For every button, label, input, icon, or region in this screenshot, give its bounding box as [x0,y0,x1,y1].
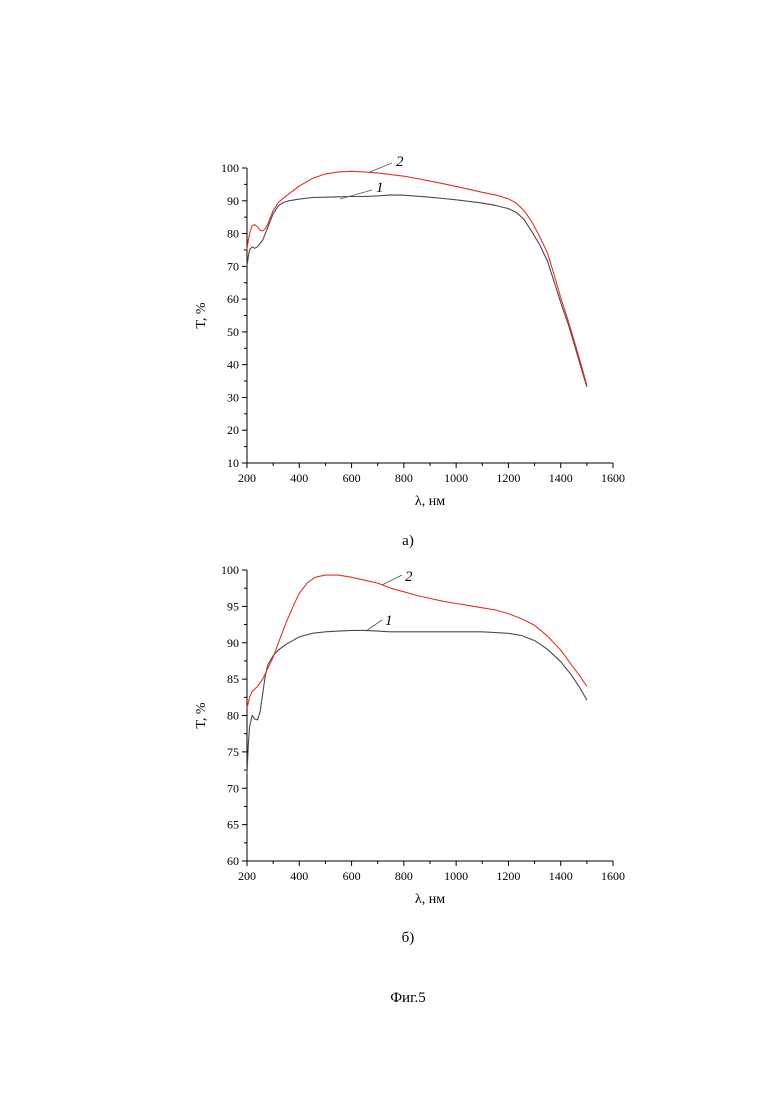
y-tick-label: 10 [227,456,239,470]
chart-b: 200 400 600 800 1000 1200 1400 1600 60 65 70 75 80 85… [194,563,625,907]
x-axis-title: λ, нм [415,494,445,509]
series-leader-1 [366,620,382,631]
x-tick-label: 1400 [549,471,573,485]
series-leader-1 [340,190,372,199]
x-tick-label: 800 [395,869,413,883]
x-tick-label: 1000 [444,869,468,883]
y-tick-label: 95 [227,599,239,613]
y-axis-title: T, % [194,302,209,329]
panel-caption-a: а) [402,533,414,549]
y-tick-label: 75 [227,745,239,759]
y-tick-label: 80 [227,709,239,723]
x-tick-label: 1200 [496,869,520,883]
y-axis-title: T, % [194,702,209,729]
y-tick-label: 100 [221,161,239,175]
x-tick-label: 400 [290,869,308,883]
x-tick-label: 600 [343,471,361,485]
x-tick-label: 1200 [496,471,520,485]
series-leader-2 [382,575,402,585]
panel-caption-b: б) [402,930,415,946]
series-label-2: 2 [405,569,413,585]
chart-a: 200 400 600 800 1000 1200 1400 1600 10 20 30 40 50 60… [194,154,625,509]
y-tick-label: 60 [227,854,239,868]
series-line-1 [247,630,587,773]
y-tick-label: 20 [227,423,239,437]
x-tick-label: 1000 [444,471,468,485]
y-tick-label: 30 [227,390,239,404]
x-axis-title: λ, нм [415,892,445,907]
series-label-2: 2 [396,154,404,170]
x-tick-label: 1600 [601,471,625,485]
x-tick-label: 600 [343,869,361,883]
y-tick-label: 50 [227,325,239,339]
series-label-1: 1 [376,180,384,196]
y-tick-label: 40 [227,358,239,372]
y-tick-label: 90 [227,194,239,208]
y-tick-label: 85 [227,672,239,686]
y-tick-label: 80 [227,227,239,241]
x-tick-label: 1600 [601,869,625,883]
y-tick-label: 60 [227,292,239,306]
figure-caption: Фиг.5 [390,990,426,1006]
x-tick-label: 400 [290,471,308,485]
series-label-1: 1 [385,613,393,629]
y-tick-label: 100 [221,563,239,577]
series-line-2 [247,171,587,385]
y-tick-label: 90 [227,636,239,650]
series-line-1 [247,195,587,387]
y-tick-label: 70 [227,781,239,795]
x-tick-label: 800 [395,471,413,485]
series-leader-2 [370,163,392,172]
y-tick-label: 70 [227,259,239,273]
x-tick-label: 200 [238,869,256,883]
x-tick-label: 1400 [549,869,573,883]
x-tick-label: 200 [238,471,256,485]
y-tick-label: 65 [227,818,239,832]
